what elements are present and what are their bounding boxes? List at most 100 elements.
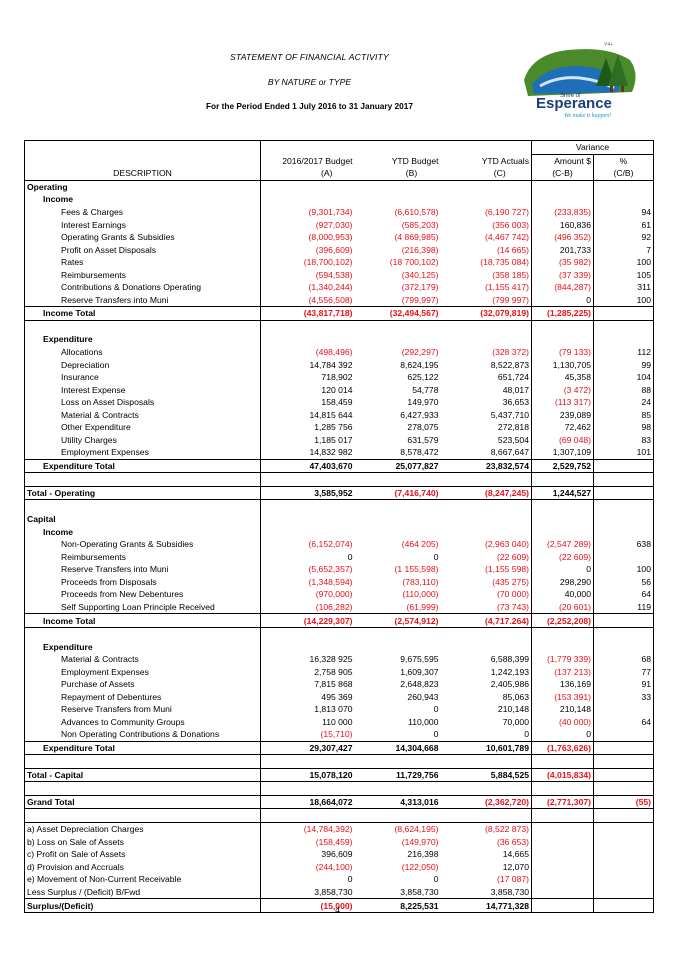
- ytd-actuals-cell: (18,735 084): [480, 257, 529, 268]
- budget-cell: 14,784 392: [260, 358, 355, 371]
- variance-amount-cell: 72,462: [531, 421, 594, 434]
- variance-amount-cell: 0: [531, 728, 594, 742]
- table-row: Surplus/(Deficit) (15,000) 8,225,531 14,771…: [24, 898, 654, 913]
- table-row: Non-Operating Grants & Subsidies (6,152,0…: [24, 537, 654, 551]
- ytd-actuals-cell: 70,000: [502, 716, 529, 727]
- col-budget-sub: (A): [260, 167, 355, 181]
- ytd-budget-cell: (1 155,598): [394, 564, 439, 575]
- ytd-budget-cell: 0: [433, 704, 439, 715]
- budget-cell: (927,030): [260, 218, 355, 231]
- budget-cell: 16,328 925: [260, 652, 355, 666]
- variance-pct-cell: [593, 898, 654, 913]
- variance-amount-cell: 1,307,109: [531, 446, 594, 460]
- ytd-budget-cell: 11,729,756: [354, 767, 441, 783]
- row-label: c) Profit on Sale of Assets: [24, 848, 261, 861]
- variance-pct-cell: [593, 472, 654, 487]
- table-row: Interest Expense 120 014 54,778 48,017 (3 47…: [24, 383, 654, 396]
- row-label: Expenditure Total: [24, 740, 261, 756]
- variance-amount-cell: [531, 627, 594, 641]
- budget-cell: (18,700,102): [260, 255, 355, 269]
- variance-pct-cell: [593, 754, 654, 769]
- variance-pct-cell: 311: [593, 281, 654, 294]
- ytd-actuals-cell: 8,522,873: [490, 359, 529, 370]
- ytd-actuals-cell: (799 997): [492, 294, 529, 305]
- variance-amount-cell: [531, 193, 594, 206]
- ytd-actuals-cell: (4,467 742): [485, 232, 529, 243]
- ytd-budget-cell: (783,110): [402, 576, 439, 587]
- table-row: Less Surplus / (Deficit) B/Fwd 3,858,730 3…: [24, 885, 654, 899]
- row-label: Material & Contracts: [24, 408, 261, 422]
- table-row: Income: [24, 193, 654, 206]
- table-row: Rates (18,700,102) (18 700,102) (18,735 084…: [24, 255, 654, 269]
- ytd-budget-cell: [355, 473, 441, 487]
- ytd-actuals-cell: (70 000): [496, 589, 529, 600]
- variance-pct-cell: 99: [593, 358, 654, 371]
- variance-amount-cell: [531, 848, 594, 861]
- budget-cell: 3,858,730: [260, 885, 355, 899]
- col-ytd-actuals: YTD Actuals: [481, 155, 529, 166]
- variance-pct-cell: 33: [593, 690, 654, 704]
- ytd-budget-cell: (4 869,985): [394, 232, 439, 243]
- col-ytd-budget: YTD Budget: [391, 155, 439, 166]
- row-label: Material & Contracts: [24, 652, 261, 666]
- ytd-actuals-cell: 14,771,328: [440, 898, 532, 913]
- variance-pct-cell: 92: [593, 230, 654, 244]
- row-label: Total - Operating: [24, 485, 261, 501]
- table-row: d) Provision and Accruals (244,100) (122,0…: [24, 860, 654, 874]
- col-description: DESCRIPTION: [24, 167, 261, 181]
- variance-amount-cell: (2,771,307): [531, 794, 594, 810]
- row-label: Income: [24, 525, 261, 538]
- variance-amount-cell: (153 391): [531, 690, 594, 704]
- row-label: Proceeds from New Debentures: [24, 588, 261, 601]
- row-label: b) Loss on Sale of Assets: [24, 835, 261, 849]
- ytd-actuals-cell: 85,063: [502, 691, 529, 702]
- row-label: e) Movement of Non-Current Receivable: [24, 873, 261, 886]
- variance-pct-cell: 85: [593, 408, 654, 422]
- ytd-actuals-cell: 48,017: [502, 384, 529, 395]
- row-label: Allocations: [24, 345, 261, 359]
- ytd-budget-cell: [355, 513, 441, 526]
- row-label: Capital: [24, 512, 261, 526]
- variance-amount-cell: [531, 333, 594, 346]
- variance-amount-cell: [531, 640, 594, 653]
- table-row: Interest Earnings (927,030) (585,203) (356 …: [24, 218, 654, 231]
- row-label: Operating Grants & Subsidies: [24, 230, 261, 244]
- table-row: Depreciation 14,784 392 8,624,195 8,522,873…: [24, 358, 654, 371]
- table-row: Non Operating Contributions & Donations(…: [24, 728, 654, 742]
- ytd-budget-cell: (149,970): [401, 836, 439, 847]
- table-row: Expenditure Total 29,307,427 14,304,668 10,…: [24, 740, 654, 756]
- budget-cell: [260, 180, 355, 194]
- variance-amount-cell: [531, 898, 594, 913]
- variance-amount-cell: 239,089: [531, 408, 594, 422]
- ytd-actuals-cell: 14,665: [502, 849, 529, 860]
- ytd-actuals-cell: [441, 180, 532, 193]
- variance-amount-cell: 2,529,752: [531, 458, 594, 474]
- budget-cell: 110 000: [260, 715, 355, 729]
- row-label: Non-Operating Grants & Subsidies: [24, 537, 261, 551]
- variance-pct-cell: 83: [593, 433, 654, 447]
- variance-pct-cell: [593, 835, 654, 849]
- variance-pct-cell: 104: [593, 370, 654, 384]
- variance-amount-cell: (113 317): [531, 395, 594, 409]
- spacer-row: [24, 808, 654, 823]
- table-row: Expenditure: [24, 333, 654, 346]
- ytd-actuals-cell: (2,963 040): [485, 539, 529, 550]
- ytd-actuals-cell: (4,717.264): [440, 613, 532, 628]
- budget-cell: 2,758 905: [260, 665, 355, 678]
- col-amount-sub: (C-B): [531, 167, 594, 181]
- variance-pct-cell: [593, 703, 654, 716]
- ytd-budget-cell: 54,778: [412, 384, 439, 395]
- budget-cell: (5,652,357): [260, 563, 355, 576]
- spacer-row: [24, 499, 654, 513]
- variance-amount-cell: 1,130,705: [531, 358, 594, 371]
- variance-pct-cell: 112: [593, 345, 654, 359]
- variance-pct-cell: [593, 767, 654, 783]
- variance-pct-cell: 64: [593, 715, 654, 729]
- spacer-row: [24, 754, 654, 769]
- ytd-budget-cell: [355, 525, 441, 538]
- row-label: Total - Capital: [24, 767, 261, 783]
- table-row: Capital: [24, 512, 654, 526]
- variance-amount-cell: [531, 754, 594, 769]
- ytd-budget-cell: 25,077,827: [354, 458, 441, 474]
- ytd-budget-cell: (110,000): [402, 589, 439, 600]
